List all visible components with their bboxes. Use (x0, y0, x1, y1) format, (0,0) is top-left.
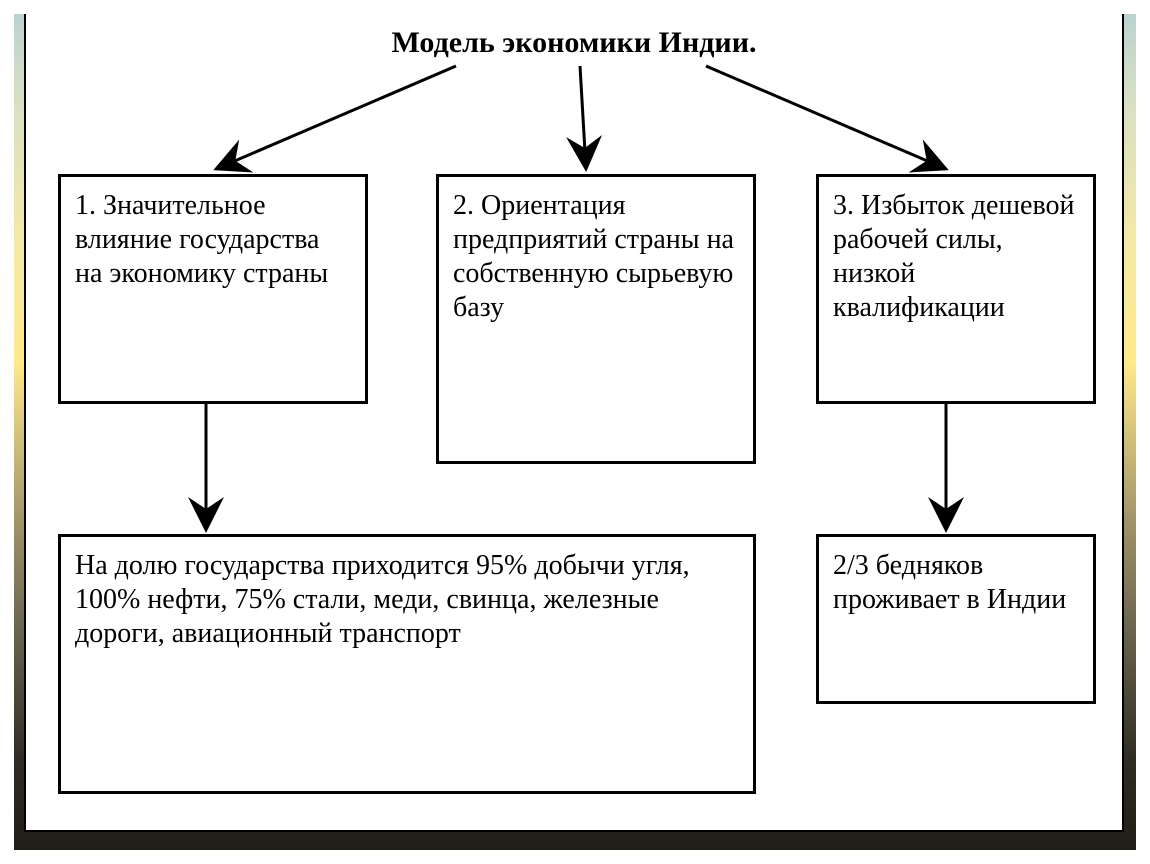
node-n2: 2. Ориентация предприятий страны на собс… (436, 174, 756, 464)
node-n5: 2/3 бедняков проживает в Ин­дии (816, 534, 1096, 704)
node-n1: 1. Значительное влияние государ­ства на … (58, 174, 368, 404)
arrow-title-to-n2 (580, 66, 586, 169)
diagram-panel: Модель экономики Индии. 1. Значительное … (24, 12, 1124, 832)
diagram-title: Модель экономики Индии. (26, 26, 1122, 60)
node-n4: На долю государства приходится 95% до­бы… (58, 534, 756, 794)
arrow-title-to-n3 (706, 66, 946, 169)
node-n3: 3. Избыток де­шевой рабочей силы, низкой… (816, 174, 1096, 404)
arrow-title-to-n1 (216, 66, 456, 169)
